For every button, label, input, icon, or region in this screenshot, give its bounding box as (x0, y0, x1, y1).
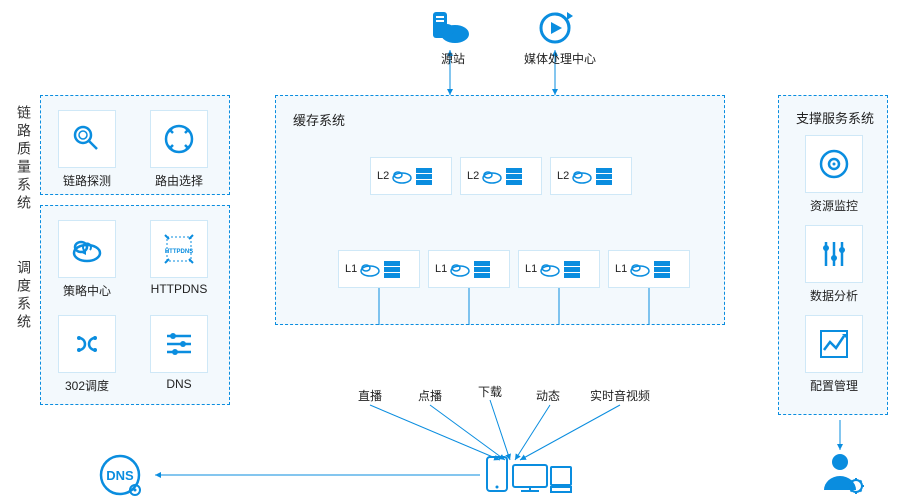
httpdns-tile: HTTPDNS (150, 220, 208, 278)
service-1: 点播 (418, 387, 442, 404)
strategy-tile (58, 220, 116, 278)
service-4: 实时音视频 (590, 387, 650, 404)
cache-box (275, 95, 725, 325)
302-tile (58, 315, 116, 373)
l2-label: L2 (377, 170, 389, 182)
httpdns-label: HTTPDNS (150, 282, 208, 296)
service-3: 动态 (536, 387, 560, 404)
right-title: 支撑服务系统 (790, 108, 880, 127)
monitor-tile (805, 135, 863, 193)
dnsset-tile (150, 315, 208, 373)
client-devices-icon (485, 455, 575, 495)
monitor-label: 资源监控 (805, 197, 863, 214)
origin-label: 源站 (435, 50, 471, 67)
config-label: 配置管理 (805, 377, 863, 394)
dnsset-label: DNS (150, 377, 208, 391)
l2-node-2: L2 (550, 157, 632, 195)
dns-circle-text: DNS (106, 468, 134, 483)
route-label: 路由选择 (150, 172, 208, 189)
l2-label: L2 (467, 170, 479, 182)
config-tile (805, 315, 863, 373)
svg-text:HTTPDNS: HTTPDNS (165, 249, 193, 255)
l1-node-3: L1 (608, 250, 690, 288)
route-tile (150, 110, 208, 168)
service-0: 直播 (358, 387, 382, 404)
analytics-label: 数据分析 (805, 287, 863, 304)
302-label: 302调度 (58, 377, 116, 394)
media-label: 媒体处理中心 (520, 50, 600, 67)
l1-node-0: L1 (338, 250, 420, 288)
l1-label: L1 (435, 263, 447, 275)
media-icon (535, 8, 575, 48)
user-icon (820, 450, 864, 494)
analytics-tile (805, 225, 863, 283)
l1-label: L1 (615, 263, 627, 275)
dns-circle-icon: DNS (95, 450, 145, 500)
l2-label: L2 (557, 170, 569, 182)
l2-node-0: L2 (370, 157, 452, 195)
l1-label: L1 (525, 263, 537, 275)
l2-node-1: L2 (460, 157, 542, 195)
probe-label: 链路探测 (58, 172, 116, 189)
left-group2-title: 调度系统 (14, 260, 34, 332)
l1-node-1: L1 (428, 250, 510, 288)
cache-title: 缓存系统 (293, 110, 345, 129)
probe-tile (58, 110, 116, 168)
origin-icon (425, 8, 475, 48)
l1-label: L1 (345, 263, 357, 275)
left-group1-title: 链路质量系统 (14, 105, 34, 213)
l1-node-2: L1 (518, 250, 600, 288)
service-2: 下载 (478, 383, 502, 400)
strategy-label: 策略中心 (58, 282, 116, 299)
